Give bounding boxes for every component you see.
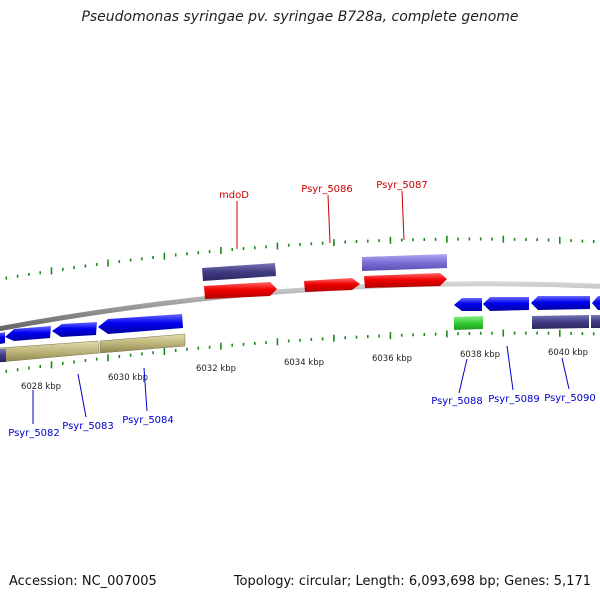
gene-label-psyr-5083: Psyr_5083 xyxy=(62,421,114,432)
cds-psyr-5084 xyxy=(98,314,183,334)
gene-label-psyr-5087: Psyr_5087 xyxy=(376,180,428,191)
cds-psyr-5088 xyxy=(454,298,482,311)
gene-label-psyr-5089: Psyr_5089 xyxy=(488,394,540,405)
genome-backbone xyxy=(0,281,600,332)
accession-value: NC_007005 xyxy=(81,574,157,589)
khaki-feature xyxy=(0,340,100,363)
cds-psyr-5089 xyxy=(483,297,529,311)
inner-tick-track xyxy=(5,329,595,373)
length-label: Length: xyxy=(355,574,405,589)
gene-label-psyr-5084: Psyr_5084 xyxy=(122,415,174,426)
cds-psyr-5083b xyxy=(52,322,97,337)
gene-label-psyr-5090: Psyr_5090 xyxy=(544,393,596,404)
light-feature-psyr-5087 xyxy=(362,254,447,271)
cds-psyr-5082 xyxy=(0,332,5,344)
scale-label: 6030 kbp xyxy=(108,373,148,383)
scale-label: 6032 kbp xyxy=(196,364,236,374)
gene-label-psyr-5082: Psyr_5082 xyxy=(8,428,60,439)
genes-label: Genes: xyxy=(504,574,550,589)
dark-feature-psyr-5090 xyxy=(532,315,589,329)
gene-label-psyr-5088: Psyr_5088 xyxy=(431,396,483,407)
scale-label: 6028 kbp xyxy=(21,382,61,392)
cds-psyr-5086 xyxy=(304,278,360,292)
scale-label: 6036 kbp xyxy=(372,354,412,364)
genome-summary: Topology: circular; Length: 6,093,698 bp… xyxy=(233,574,591,589)
forward-cds-middle[interactable] xyxy=(202,254,447,299)
map-title: Pseudomonas syringae pv. syringae B728a,… xyxy=(81,9,519,25)
topology-value: circular xyxy=(298,574,347,589)
accession-label: Accession: xyxy=(9,574,78,589)
gene-label-psyr-5086: Psyr_5086 xyxy=(301,184,353,195)
reverse-cds-right[interactable] xyxy=(454,296,600,330)
reverse-cds-left[interactable] xyxy=(0,314,183,344)
dark-feature-next xyxy=(591,315,600,328)
khaki-feature-track[interactable] xyxy=(0,333,186,363)
cds-mdod xyxy=(204,282,277,299)
accession-info: Accession: NC_007005 xyxy=(9,574,157,589)
green-feature-psyr-5088 xyxy=(454,316,483,330)
topology-label: Topology: xyxy=(233,574,295,589)
scale-label: 6038 kbp xyxy=(460,350,500,360)
cds-next xyxy=(592,296,600,310)
cds-psyr-5087 xyxy=(364,273,447,288)
gene-labels-above[interactable]: mdoD Psyr_5086 Psyr_5087 xyxy=(219,180,428,249)
scale-label: 6034 kbp xyxy=(284,358,324,368)
length-value: 6,093,698 bp xyxy=(408,574,496,589)
dark-feature xyxy=(0,349,6,362)
outer-tick-track xyxy=(5,235,595,280)
cds-psyr-5090 xyxy=(531,296,590,310)
khaki-feature xyxy=(99,333,186,354)
gene-label-mdod: mdoD xyxy=(219,190,249,201)
genes-value: 5,171 xyxy=(553,574,591,589)
scale-labels: 6028 kbp 6030 kbp 6032 kbp 6034 kbp 6036… xyxy=(21,348,588,392)
cds-psyr-5083 xyxy=(5,326,51,341)
dark-feature-mdod xyxy=(202,263,276,281)
gene-labels-below[interactable]: Psyr_5082 Psyr_5083 Psyr_5084 Psyr_5088 … xyxy=(8,345,596,439)
scale-label: 6040 kbp xyxy=(548,348,588,358)
